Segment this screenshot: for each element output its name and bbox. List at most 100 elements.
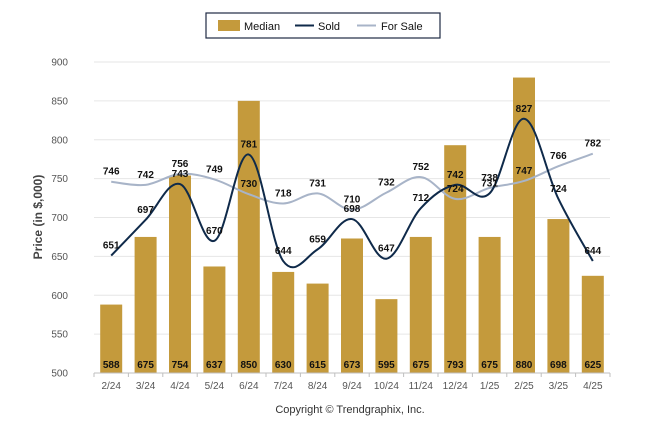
y-tick-label: 750 — [51, 174, 68, 185]
x-tick-label: 2/25 — [514, 381, 534, 392]
median-bar — [169, 175, 191, 373]
median-bar — [478, 236, 501, 373]
median-value-label: 675 — [412, 360, 429, 371]
median-bar — [581, 275, 604, 373]
forsale-value-label: 749 — [206, 164, 223, 175]
forsale-value-label: 724 — [447, 184, 464, 195]
sold-value-label: 731 — [481, 178, 498, 189]
median-value-label: 675 — [481, 360, 498, 371]
axis-layer: 500 550 600 650 700 750 800 850 900 2/24 3/24 4/24 5… — [51, 58, 611, 392]
median-bar — [409, 236, 432, 373]
forsale-value-label: 747 — [516, 166, 533, 177]
x-tick-label: 6/24 — [239, 381, 259, 392]
median-bar — [375, 299, 398, 373]
median-bar — [100, 304, 123, 373]
median-bar — [306, 283, 329, 373]
forsale-value-label: 742 — [137, 170, 154, 181]
sold-line — [110, 117, 594, 269]
labels-layer: 588 675 754 637 850 630 615 673 595 675 793 675 880 6… — [103, 104, 602, 371]
sold-value-label: 651 — [103, 241, 120, 252]
sold-value-label: 644 — [584, 246, 601, 257]
forsale-value-label: 752 — [412, 162, 429, 173]
sold-value-label: 743 — [172, 169, 189, 180]
x-tick-label: 3/24 — [136, 381, 156, 392]
forsale-value-label: 746 — [103, 167, 120, 178]
sold-value-label: 742 — [447, 170, 464, 181]
median-value-label: 588 — [103, 360, 120, 371]
forsale-line — [111, 152, 594, 211]
legend-sold-label: Sold — [318, 21, 340, 33]
median-value-label: 754 — [172, 360, 189, 371]
median-value-label: 850 — [240, 360, 257, 371]
forsale-value-label: 730 — [240, 179, 257, 190]
legend-median-swatch — [218, 20, 240, 31]
x-tick-label: 8/24 — [308, 381, 328, 392]
sold-value-label: 712 — [412, 193, 429, 204]
median-value-label: 595 — [378, 360, 395, 371]
x-tick-label: 1/25 — [480, 381, 500, 392]
sold-value-label: 724 — [550, 184, 567, 195]
sold-value-label: 697 — [137, 205, 154, 216]
median-bar — [547, 219, 570, 373]
median-bar — [272, 271, 295, 373]
forsale-value-label: 731 — [309, 178, 326, 189]
sold-value-label: 827 — [516, 104, 533, 115]
copyright-text: Copyright © Trendgraphix, Inc. — [275, 404, 424, 416]
x-tick-label: 10/24 — [374, 381, 399, 392]
median-value-label: 673 — [344, 360, 361, 371]
y-tick-label: 600 — [51, 291, 68, 302]
legend: Median Sold For Sale — [205, 12, 441, 39]
sold-value-label: 647 — [378, 244, 395, 255]
median-value-label: 698 — [550, 360, 567, 371]
forsale-value-label: 732 — [378, 178, 395, 189]
forsale-value-label: 766 — [550, 151, 567, 162]
median-value-label: 615 — [309, 360, 326, 371]
x-tick-label: 12/24 — [443, 381, 468, 392]
median-value-label: 880 — [516, 360, 533, 371]
median-bar — [513, 77, 535, 374]
y-tick-label: 700 — [51, 213, 68, 224]
forsale-value-label: 782 — [584, 139, 601, 150]
median-bar — [203, 266, 226, 373]
x-tick-label: 5/24 — [205, 381, 225, 392]
y-tick-label: 500 — [51, 369, 68, 380]
median-bar — [341, 238, 363, 373]
forsale-value-label: 756 — [172, 159, 189, 170]
median-bar — [444, 145, 467, 373]
y-tick-label: 550 — [51, 330, 68, 341]
median-bar — [237, 100, 260, 373]
y-tick-label: 900 — [51, 58, 68, 69]
x-tick-label: 7/24 — [273, 381, 293, 392]
forsale-value-label: 738 — [481, 173, 498, 184]
sold-value-label: 659 — [309, 234, 326, 245]
forsale-value-label: 710 — [344, 195, 361, 206]
x-tick-label: 4/25 — [583, 381, 603, 392]
y-tick-label: 650 — [51, 252, 68, 263]
median-value-label: 793 — [447, 360, 464, 371]
bars-layer — [100, 77, 604, 374]
median-bar — [134, 236, 157, 373]
x-tick-label: 9/24 — [342, 381, 362, 392]
forsale-value-label: 718 — [275, 189, 292, 200]
sold-value-label: 644 — [275, 246, 292, 257]
y-axis-title: Price (in $,000) — [31, 175, 45, 260]
median-value-label: 630 — [275, 360, 292, 371]
median-value-label: 675 — [137, 360, 154, 371]
median-value-label: 637 — [206, 360, 223, 371]
y-tick-label: 800 — [51, 135, 68, 146]
x-tick-label: 4/24 — [170, 381, 190, 392]
median-value-label: 625 — [584, 360, 601, 371]
sold-value-label: 698 — [344, 204, 361, 215]
legend-median-label: Median — [244, 21, 280, 33]
y-tick-label: 850 — [51, 96, 68, 107]
x-tick-label: 3/25 — [549, 381, 569, 392]
sold-value-label: 781 — [240, 140, 257, 151]
legend-box — [205, 12, 441, 39]
x-tick-label: 11/24 — [409, 381, 434, 392]
x-tick-label: 2/24 — [101, 381, 121, 392]
legend-forsale-label: For Sale — [381, 21, 423, 33]
lines-layer — [110, 117, 594, 269]
sold-value-label: 670 — [206, 226, 223, 237]
